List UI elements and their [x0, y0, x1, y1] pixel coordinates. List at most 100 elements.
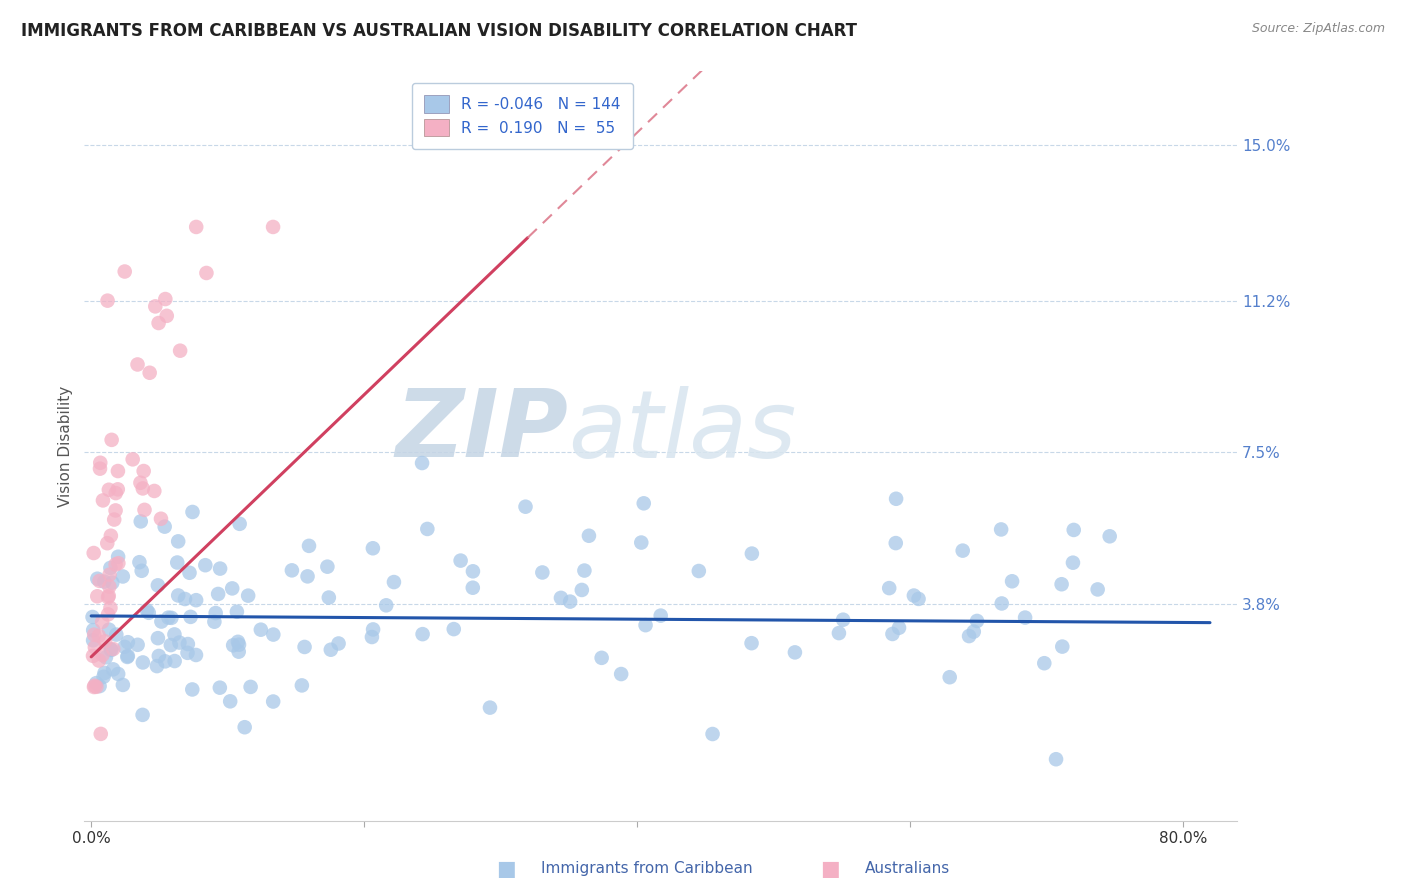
Point — [89, 574, 111, 588]
Point — [107, 464, 129, 478]
Point — [1033, 657, 1056, 671]
Point — [98, 567, 121, 582]
Point — [97, 591, 120, 605]
Point — [83, 627, 105, 641]
Point — [957, 629, 980, 643]
Point — [83, 640, 105, 655]
Point — [86, 589, 108, 603]
Point — [107, 483, 129, 497]
Point — [107, 667, 129, 681]
Point — [100, 642, 122, 657]
Point — [107, 549, 129, 564]
Point — [135, 603, 157, 617]
Point — [131, 564, 153, 578]
Point — [226, 635, 249, 649]
Point — [132, 482, 155, 496]
Point — [86, 680, 108, 694]
Point — [97, 589, 120, 603]
Point — [90, 727, 112, 741]
Point — [319, 642, 342, 657]
Point — [184, 648, 207, 662]
Point — [163, 654, 186, 668]
Point — [184, 593, 207, 607]
Point — [239, 680, 262, 694]
Point — [250, 623, 273, 637]
Point — [111, 678, 134, 692]
Point — [316, 559, 339, 574]
Point — [93, 574, 115, 589]
Point — [688, 564, 710, 578]
Point — [741, 636, 763, 650]
Point — [163, 627, 186, 641]
Point — [952, 543, 974, 558]
Point — [225, 605, 247, 619]
Point — [478, 700, 501, 714]
Point — [186, 219, 208, 234]
Point — [180, 610, 202, 624]
Point — [82, 633, 104, 648]
Point — [97, 607, 120, 622]
Point — [114, 640, 136, 654]
Point — [411, 456, 433, 470]
Point — [195, 266, 218, 280]
Point — [741, 547, 763, 561]
Point — [443, 622, 465, 636]
Point — [938, 670, 960, 684]
Point — [153, 519, 176, 533]
Point — [87, 654, 110, 668]
Point — [650, 608, 672, 623]
Point — [96, 293, 118, 308]
Point — [84, 676, 107, 690]
Text: Source: ZipAtlas.com: Source: ZipAtlas.com — [1251, 22, 1385, 36]
Point — [129, 475, 152, 490]
Point — [194, 558, 217, 573]
Point — [128, 555, 150, 569]
Point — [558, 594, 581, 608]
Point — [294, 640, 316, 654]
Point — [1098, 529, 1121, 543]
Point — [160, 611, 183, 625]
Point — [121, 452, 143, 467]
Point — [382, 575, 405, 590]
Point — [143, 483, 166, 498]
Point — [87, 629, 110, 643]
Point — [83, 546, 105, 560]
Point — [167, 534, 190, 549]
Point — [169, 635, 191, 649]
Point — [412, 627, 434, 641]
Point — [117, 635, 139, 649]
Point — [207, 587, 229, 601]
Point — [160, 638, 183, 652]
Point — [101, 662, 124, 676]
Point — [202, 615, 225, 629]
Point — [127, 638, 149, 652]
Point — [228, 638, 250, 652]
Point — [107, 556, 129, 570]
Point — [143, 299, 166, 313]
Point — [98, 623, 121, 637]
Point — [181, 505, 204, 519]
Point — [131, 707, 153, 722]
Point — [117, 649, 139, 664]
Point — [111, 569, 134, 583]
Point — [146, 659, 169, 673]
Point — [114, 264, 136, 278]
Text: Australians: Australians — [865, 862, 950, 876]
Point — [96, 536, 118, 550]
Point — [104, 503, 127, 517]
Point — [181, 682, 204, 697]
Point — [228, 645, 250, 659]
Point — [94, 634, 117, 648]
Point — [100, 643, 122, 657]
Point — [176, 646, 198, 660]
Point — [98, 580, 121, 594]
Point — [221, 582, 243, 596]
Point — [155, 654, 177, 668]
Text: Immigrants from Caribbean: Immigrants from Caribbean — [541, 862, 754, 876]
Point — [634, 618, 657, 632]
Point — [208, 681, 231, 695]
Point — [884, 491, 907, 506]
Point — [91, 615, 114, 629]
Point — [297, 569, 319, 583]
Point — [155, 292, 177, 306]
